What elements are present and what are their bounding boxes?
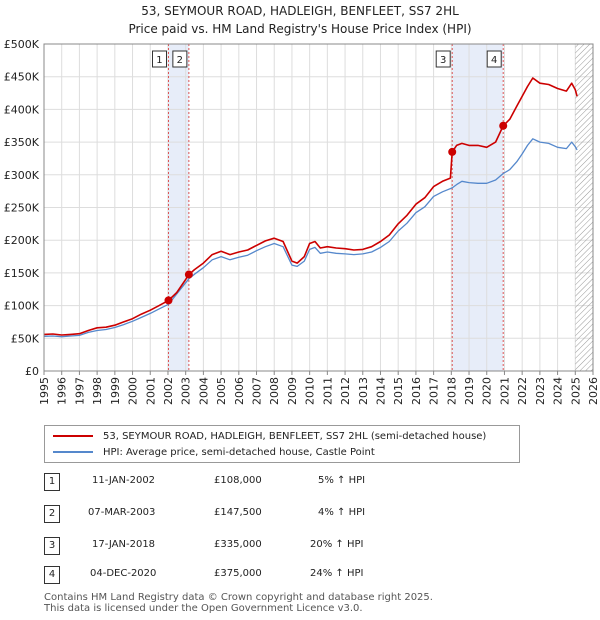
series-line-property xyxy=(43,77,578,336)
transaction-number: 3 xyxy=(44,537,60,555)
transaction-number: 4 xyxy=(44,566,60,584)
legend-swatch-hpi xyxy=(53,451,93,453)
transaction-number: 2 xyxy=(44,505,60,523)
table-row: 4 04-DEC-2020 £375,000 24% ↑ HPI xyxy=(0,566,600,586)
sale-label-number: 2 xyxy=(177,55,183,66)
x-tick-label: 2003 xyxy=(180,377,193,405)
x-tick-label: 2016 xyxy=(410,377,423,405)
x-tick-label: 1997 xyxy=(73,377,86,405)
x-tick-label: 2002 xyxy=(162,377,175,405)
x-tick-label: 2008 xyxy=(268,377,281,405)
y-tick-label: £350K xyxy=(4,136,40,149)
transaction-hpi: 24% ↑ HPI xyxy=(310,568,364,579)
y-tick-label: £300K xyxy=(4,169,40,182)
x-tick-label: 2017 xyxy=(428,377,441,405)
price-chart: 1 2 3 4 £0 £50K £100K £150K £200K £250K £300K £350… xyxy=(4,38,600,405)
sale-label-box xyxy=(151,50,167,68)
legend-item-property: 53, SEYMOUR ROAD, HADLEIGH, BENFLEET, SS… xyxy=(53,428,486,444)
x-tick-label: 2025 xyxy=(569,377,582,405)
series-line-hpi xyxy=(43,138,578,338)
x-tick-label: 2013 xyxy=(357,377,370,405)
transaction-number: 1 xyxy=(44,473,60,491)
y-tick-label: £500K xyxy=(4,38,40,51)
y-tick-label: £0 xyxy=(25,365,39,378)
transaction-price: £108,000 xyxy=(214,475,262,486)
footer-licence: This data is licensed under the Open Gov… xyxy=(44,603,363,614)
y-tick-label: £100K xyxy=(4,300,40,313)
sale-label-box xyxy=(435,50,451,68)
x-tick-label: 2015 xyxy=(392,377,405,405)
legend-item-hpi: HPI: Average price, semi-detached house,… xyxy=(53,444,375,460)
x-tick-label: 1995 xyxy=(38,377,51,405)
chart-subtitle: Price paid vs. HM Land Registry's House … xyxy=(128,22,472,36)
table-row: 1 11-JAN-2002 £108,000 5% ↑ HPI xyxy=(0,473,600,493)
x-tick-label: 2018 xyxy=(445,377,458,405)
transaction-date: 11-JAN-2002 xyxy=(92,475,156,486)
transaction-hpi: 5% ↑ HPI xyxy=(318,475,366,486)
y-tick-label: £50K xyxy=(11,332,40,345)
legend-label-hpi: HPI: Average price, semi-detached house,… xyxy=(103,446,375,458)
x-tick-label: 2024 xyxy=(552,377,565,405)
x-tick-label: 2012 xyxy=(339,377,352,405)
legend: 53, SEYMOUR ROAD, HADLEIGH, BENFLEET, SS… xyxy=(44,425,520,463)
transaction-hpi: 4% ↑ HPI xyxy=(318,507,366,518)
legend-label-property: 53, SEYMOUR ROAD, HADLEIGH, BENFLEET, SS… xyxy=(103,430,487,442)
x-tick-label: 2026 xyxy=(587,377,600,405)
sale-point xyxy=(164,296,173,305)
x-tick-label: 2020 xyxy=(481,377,494,405)
x-tick-label: 1998 xyxy=(91,377,104,405)
transaction-date: 07-MAR-2003 xyxy=(88,507,156,518)
footer-copyright: Contains HM Land Registry data © Crown c… xyxy=(44,592,433,603)
y-tick-label: £250K xyxy=(4,202,40,215)
sale-label-number: 3 xyxy=(440,55,446,66)
plot-frame xyxy=(43,43,594,372)
transaction-date: 17-JAN-2018 xyxy=(92,539,156,550)
transaction-date: 04-DEC-2020 xyxy=(90,568,157,579)
sale-label-box xyxy=(172,50,188,68)
sale-point xyxy=(448,147,457,156)
x-tick-label: 1999 xyxy=(109,377,122,405)
x-tick-label: 2005 xyxy=(215,377,228,405)
x-tick-label: 2023 xyxy=(534,377,547,405)
forecast-hatch-region xyxy=(575,44,593,371)
x-tick-label: 1996 xyxy=(56,377,69,405)
y-tick-label: £400K xyxy=(4,103,40,116)
transaction-price: £375,000 xyxy=(214,568,262,579)
x-tick-label: 2021 xyxy=(498,377,511,405)
x-tick-label: 2007 xyxy=(251,377,264,405)
x-tick-label: 2019 xyxy=(463,377,476,405)
transaction-hpi: 20% ↑ HPI xyxy=(310,539,364,550)
legend-swatch-property xyxy=(53,435,93,437)
x-tick-label: 2006 xyxy=(233,377,246,405)
x-tick-label: 2009 xyxy=(286,377,299,405)
transaction-price: £335,000 xyxy=(214,539,262,550)
sale-point xyxy=(499,121,508,130)
y-tick-label: £450K xyxy=(4,71,40,84)
x-tick-label: 2014 xyxy=(374,377,387,405)
transaction-price: £147,500 xyxy=(214,507,262,518)
table-row: 3 17-JAN-2018 £335,000 20% ↑ HPI xyxy=(0,537,600,557)
x-tick-label: 2022 xyxy=(516,377,529,405)
chart-title: 53, SEYMOUR ROAD, HADLEIGH, BENFLEET, SS… xyxy=(141,4,459,18)
sale-label-box xyxy=(486,50,502,68)
sale-label-number: 1 xyxy=(156,55,162,66)
table-row: 2 07-MAR-2003 £147,500 4% ↑ HPI xyxy=(0,505,600,525)
sale-point xyxy=(184,270,193,279)
x-tick-label: 2004 xyxy=(197,377,210,405)
x-tick-label: 2001 xyxy=(144,377,157,405)
sale-label-number: 4 xyxy=(491,55,497,66)
y-tick-label: £150K xyxy=(4,267,40,280)
x-tick-label: 2011 xyxy=(321,377,334,405)
x-tick-label: 2000 xyxy=(127,377,140,405)
x-tick-label: 2010 xyxy=(304,377,317,405)
y-tick-label: £200K xyxy=(4,234,40,247)
